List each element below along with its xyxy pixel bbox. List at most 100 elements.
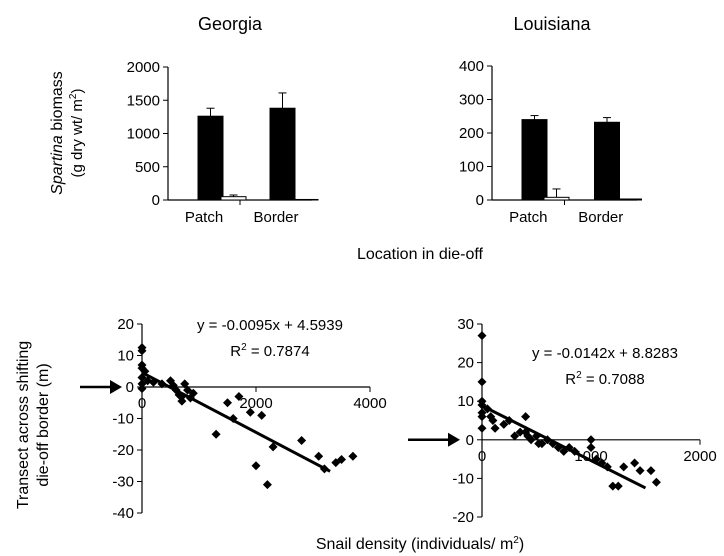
data-point (180, 379, 190, 389)
fit-equation: y = -0.0095x + 4.5939 (197, 317, 343, 334)
bottom-xlabel-sup: 2 (513, 535, 519, 546)
x-tick-label: 2000 (683, 448, 716, 465)
y-tick-label: -10 (452, 470, 474, 487)
y-tick-label: -20 (112, 442, 134, 459)
trend-line (141, 371, 331, 473)
y-tick-label: 1500 (127, 92, 160, 109)
bar (269, 107, 296, 201)
y-tick-label: -30 (112, 474, 134, 491)
data-point (477, 377, 487, 387)
data-point (268, 442, 278, 452)
data-point (608, 481, 618, 491)
data-point (619, 462, 629, 472)
data-point (488, 416, 498, 425)
data-point (251, 461, 261, 471)
data-point (297, 436, 307, 446)
y-tick-label: -20 (452, 509, 474, 526)
bottom-x-axis-label: Snail density (individuals/ m2) (316, 535, 524, 553)
data-point (510, 431, 520, 441)
y-tick-label: 20 (457, 355, 474, 372)
data-point (526, 435, 536, 445)
bottom-xlabel-pre: Snail density (individuals/ m (316, 536, 513, 553)
data-point (477, 331, 487, 341)
georgia-title: Georgia (198, 14, 263, 34)
bar (594, 121, 620, 201)
r-squared-sup: 2 (241, 342, 247, 353)
data-point (262, 480, 272, 490)
bar (292, 198, 319, 201)
data-point (537, 439, 547, 449)
top-ylabel-units-post: ) (69, 89, 86, 94)
x-tick-label: 4000 (353, 395, 386, 412)
top-ylabel-italic: Spartina (49, 135, 66, 195)
x-tick-label: Border (578, 209, 623, 226)
x-tick-label: 2000 (239, 395, 272, 412)
data-point (515, 427, 525, 437)
bar (521, 119, 548, 201)
top-y-axis-label: Spartina biomass (g dry wt/ m2) (49, 71, 86, 195)
y-tick-label: 0 (476, 192, 484, 209)
data-point (314, 451, 324, 461)
y-tick-label: -10 (112, 411, 134, 428)
border-arrow-head (448, 432, 460, 447)
data-point (477, 423, 487, 433)
x-tick-label: 0 (138, 395, 146, 412)
y-tick-label: 10 (457, 393, 474, 410)
data-point (635, 466, 645, 476)
y-tick-label: 400 (459, 58, 484, 75)
y-tick-label: 100 (459, 159, 484, 176)
data-point (490, 423, 500, 433)
louisiana-title: Louisiana (513, 14, 591, 34)
y-tick-label: -40 (112, 505, 134, 522)
data-point (613, 481, 623, 491)
data-point (477, 412, 487, 422)
r-squared-label: R (565, 371, 576, 388)
r-squared-value: = 0.7088 (582, 371, 645, 388)
georgia-bar-chart: Georgia 0 500 1000 1500 2000 Patch Border (127, 14, 319, 226)
data-point (348, 451, 358, 461)
x-tick-label: Patch (185, 209, 223, 226)
x-tick-label: Patch (509, 209, 547, 226)
top-ylabel-units-pre: (g dry wt/ m (69, 99, 86, 177)
y-tick-label: 2000 (127, 59, 160, 76)
data-point (521, 412, 531, 422)
r-squared: R2 = 0.7088 (565, 370, 644, 388)
y-tick-label: 0 (152, 192, 160, 209)
bar (197, 115, 224, 201)
data-point (337, 454, 346, 464)
top-ylabel-rest: biomass (49, 71, 66, 135)
bar (220, 196, 247, 201)
bottom-ylabel-line1: Transect across shifting (15, 341, 32, 509)
svg-text:Spartina biomass: Spartina biomass (49, 71, 66, 195)
data-point (245, 407, 255, 417)
r-squared: R2 = 0.7874 (230, 342, 309, 360)
border-arrow-head (110, 380, 122, 394)
data-point (137, 384, 147, 394)
y-tick-label: 0 (126, 379, 134, 396)
r-squared-sup: 2 (576, 370, 582, 381)
data-point (499, 419, 509, 429)
y-tick-label: 0 (466, 432, 474, 449)
r-squared-value: = 0.7874 (247, 343, 310, 360)
bottom-xlabel-post: ) (519, 536, 524, 553)
bar (543, 196, 570, 201)
top-x-axis-label: Location in die-off (357, 246, 484, 263)
data-point (177, 396, 187, 406)
bottom-y-axis-label: Transect across shifting die-off border … (15, 341, 52, 509)
data-point (257, 410, 267, 420)
y-tick-label: 300 (459, 92, 484, 109)
y-tick-label: 200 (459, 125, 484, 142)
data-point (223, 398, 232, 408)
r-squared-label: R (230, 343, 241, 360)
x-tick-label: Border (253, 209, 298, 226)
louisiana-bar-chart: Louisiana 0 100 200 300 400 Patch Border (459, 14, 642, 226)
data-point (211, 429, 221, 439)
y-tick-label: 20 (117, 316, 134, 333)
y-tick-label: 30 (457, 316, 474, 333)
fit-equation: y = -0.0142x + 8.8283 (532, 345, 678, 362)
svg-text:(g dry wt/ m2): (g dry wt/ m2) (68, 89, 86, 178)
y-tick-label: 500 (135, 159, 160, 176)
data-point (586, 443, 596, 453)
